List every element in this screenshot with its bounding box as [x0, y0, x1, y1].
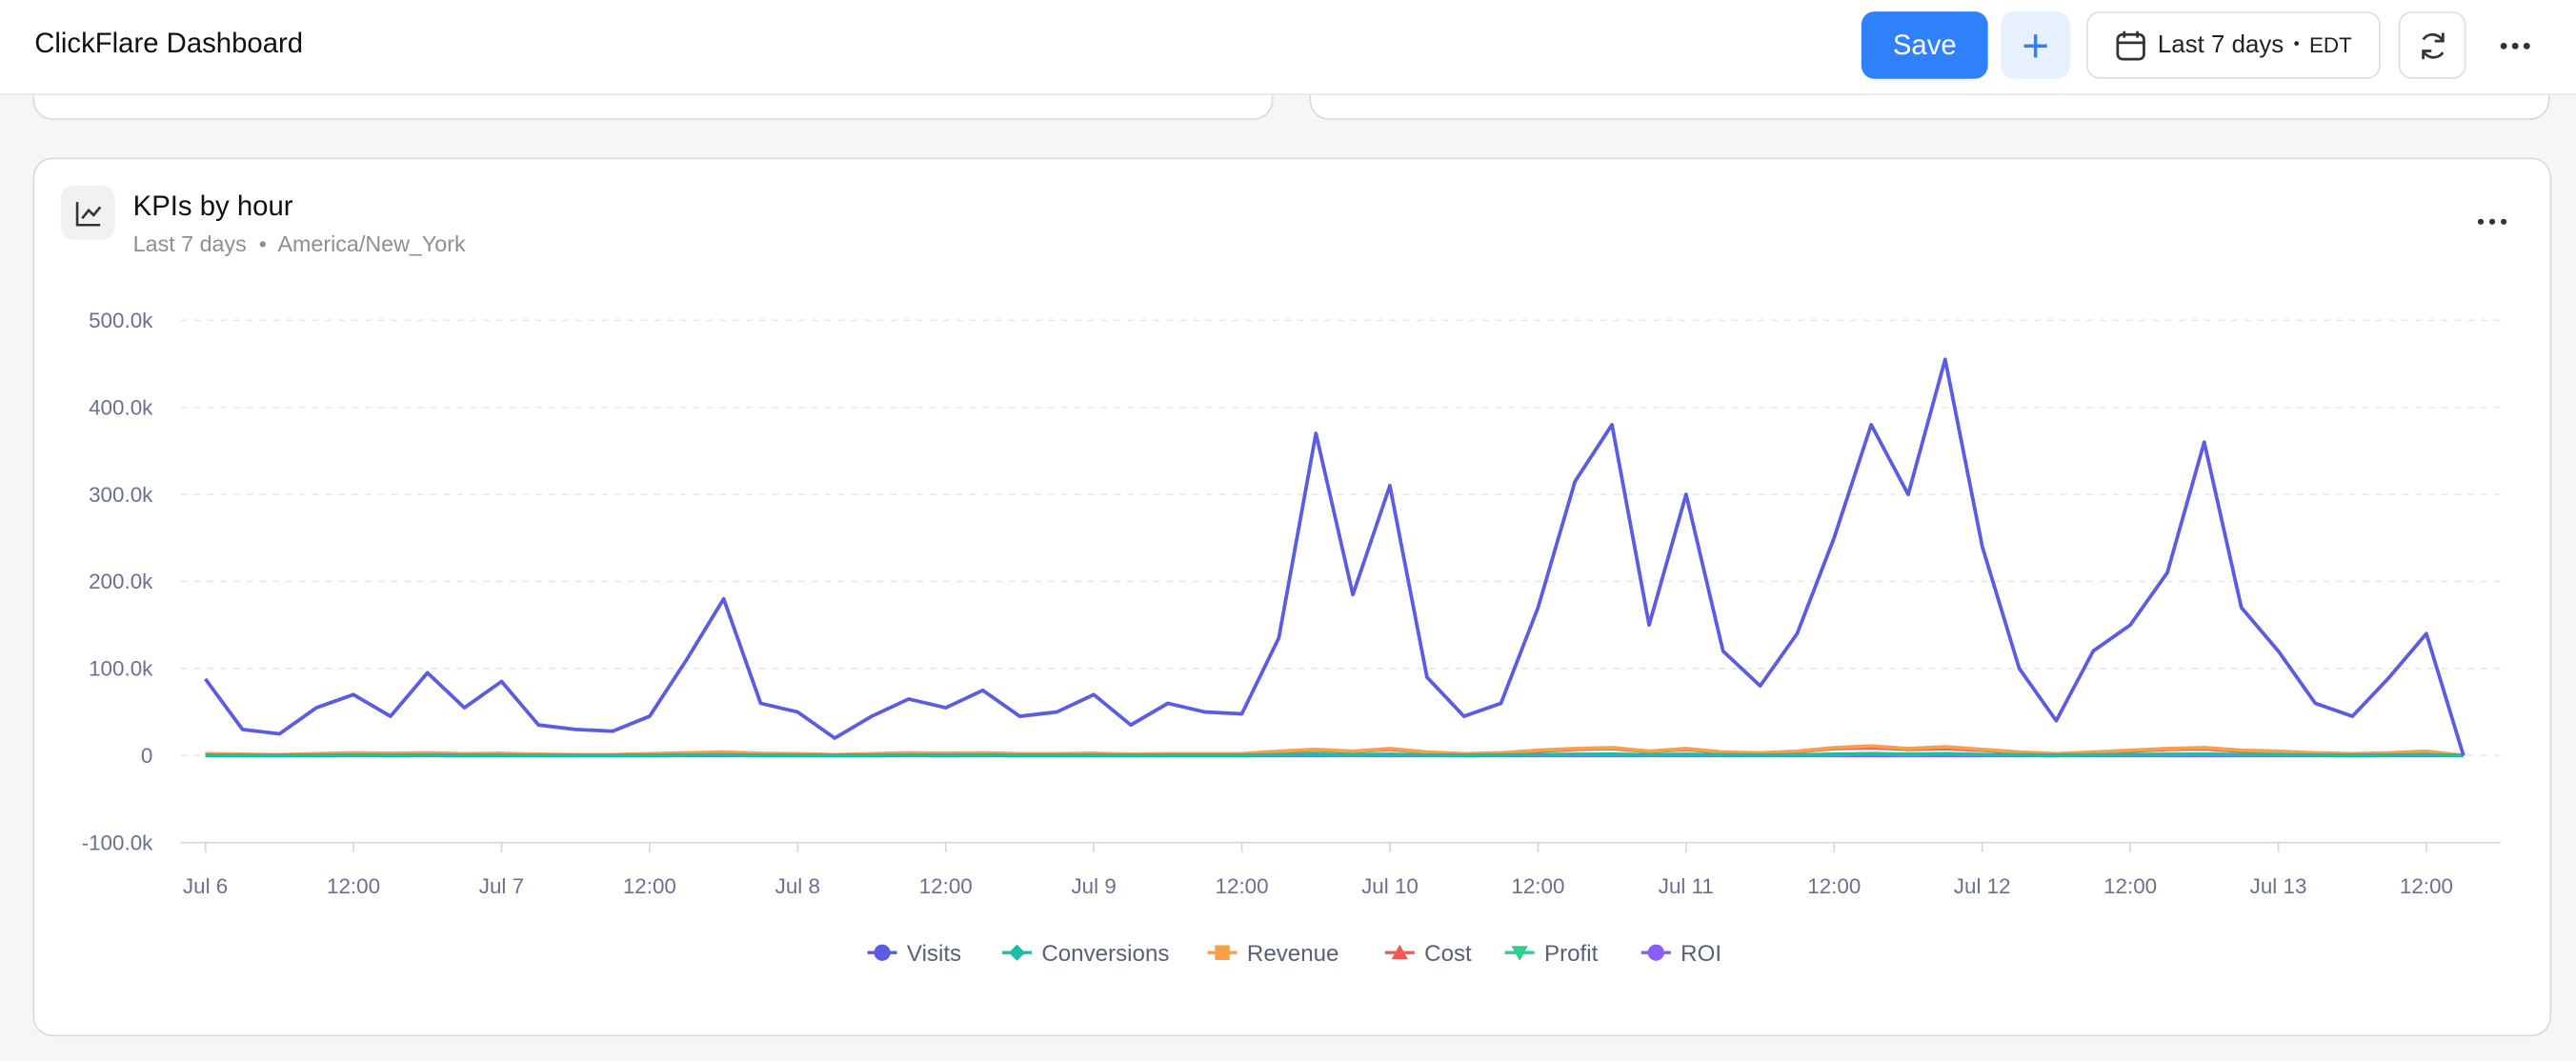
x-tick-label: Jul 9 [1071, 874, 1116, 898]
x-tick-label: Jul 13 [2250, 874, 2307, 898]
card-range: Last 7 days [132, 231, 247, 257]
x-tick-label: Jul 12 [1954, 874, 2011, 898]
x-tick-label: 12:00 [1807, 874, 1861, 898]
legend-item[interactable]: Conversions [1001, 941, 1169, 967]
legend-marker [1511, 946, 1528, 961]
legend-label: Cost [1424, 941, 1472, 967]
legend-item[interactable]: Visits [867, 941, 962, 967]
date-range: Last 7 days [2157, 30, 2284, 60]
legend-marker [1008, 944, 1026, 961]
date-range-button[interactable]: Last 7 days • EDT [2086, 11, 2381, 79]
card-menu-icon [2477, 218, 2507, 225]
series-line [204, 357, 2465, 756]
legend-label: Revenue [1247, 941, 1339, 967]
legend-item[interactable]: Revenue [1207, 941, 1339, 967]
chart-icon [60, 185, 115, 240]
dashboard-title: ClickFlare Dashboard [34, 28, 304, 60]
x-tick-label: 12:00 [1216, 874, 1269, 898]
legend-marker [874, 944, 891, 961]
chart-glyph [74, 201, 101, 226]
y-tick-label: 400.0k [89, 395, 153, 419]
x-tick-label: 12:00 [327, 874, 380, 898]
legend-marker [1647, 944, 1664, 961]
y-tick-label: 100.0k [89, 657, 153, 681]
legend-label: Conversions [1041, 941, 1169, 967]
add-button[interactable] [2001, 11, 2070, 79]
x-tick-label: Jul 10 [1361, 874, 1419, 898]
refresh-button[interactable] [2398, 11, 2466, 79]
card-timezone: America/New_York [277, 231, 466, 257]
x-tick-label: Jul 11 [1659, 874, 1714, 898]
refresh-icon [2421, 31, 2444, 59]
chart-card: KPIs by hour Last 7 days • America/New_Y… [32, 157, 2552, 1037]
legend-item[interactable]: ROI [1640, 941, 1721, 967]
x-tick-label: Jul 6 [183, 874, 228, 898]
x-tick-label: 12:00 [919, 874, 973, 898]
more-icon [2500, 41, 2530, 49]
x-tick-label: 12:00 [1511, 874, 1564, 898]
legend-item[interactable]: Cost [1384, 941, 1472, 967]
x-tick-label: 12:00 [623, 874, 676, 898]
legend-marker [1391, 944, 1408, 960]
save-button[interactable]: Save [1861, 11, 1988, 79]
x-tick-label: 12:00 [2400, 874, 2453, 898]
y-tick-label: 500.0k [89, 309, 153, 332]
separator: • [2293, 35, 2300, 54]
legend-label: ROI [1680, 941, 1721, 967]
legend-label: Visits [907, 941, 961, 967]
legend-item[interactable]: Profit [1504, 941, 1599, 967]
y-tick-label: -100.0k [82, 831, 154, 854]
y-tick-label: 200.0k [89, 570, 153, 593]
card-subtitle: Last 7 days • America/New_York [132, 231, 466, 257]
legend-label: Profit [1544, 941, 1599, 967]
card-menu[interactable] [2476, 206, 2508, 235]
card-title: KPIs by hour [132, 190, 293, 222]
legend-marker [1215, 945, 1230, 960]
x-tick-label: 12:00 [2103, 874, 2157, 898]
x-tick-label: Jul 7 [479, 874, 524, 898]
timezone: EDT [2308, 32, 2352, 58]
series-line [205, 751, 2464, 758]
more-button[interactable] [2489, 11, 2542, 79]
header: ClickFlare Dashboard Save Last 7 days • … [0, 0, 2576, 96]
plus-icon [2023, 33, 2047, 57]
x-tick-label: Jul 8 [775, 874, 820, 898]
y-tick-label: 0 [141, 744, 152, 768]
y-tick-label: 300.0k [89, 483, 153, 507]
calendar-icon [2117, 30, 2146, 60]
